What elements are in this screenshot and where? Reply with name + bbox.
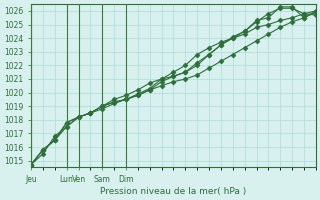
X-axis label: Pression niveau de la mer( hPa ): Pression niveau de la mer( hPa ) [100,187,247,196]
